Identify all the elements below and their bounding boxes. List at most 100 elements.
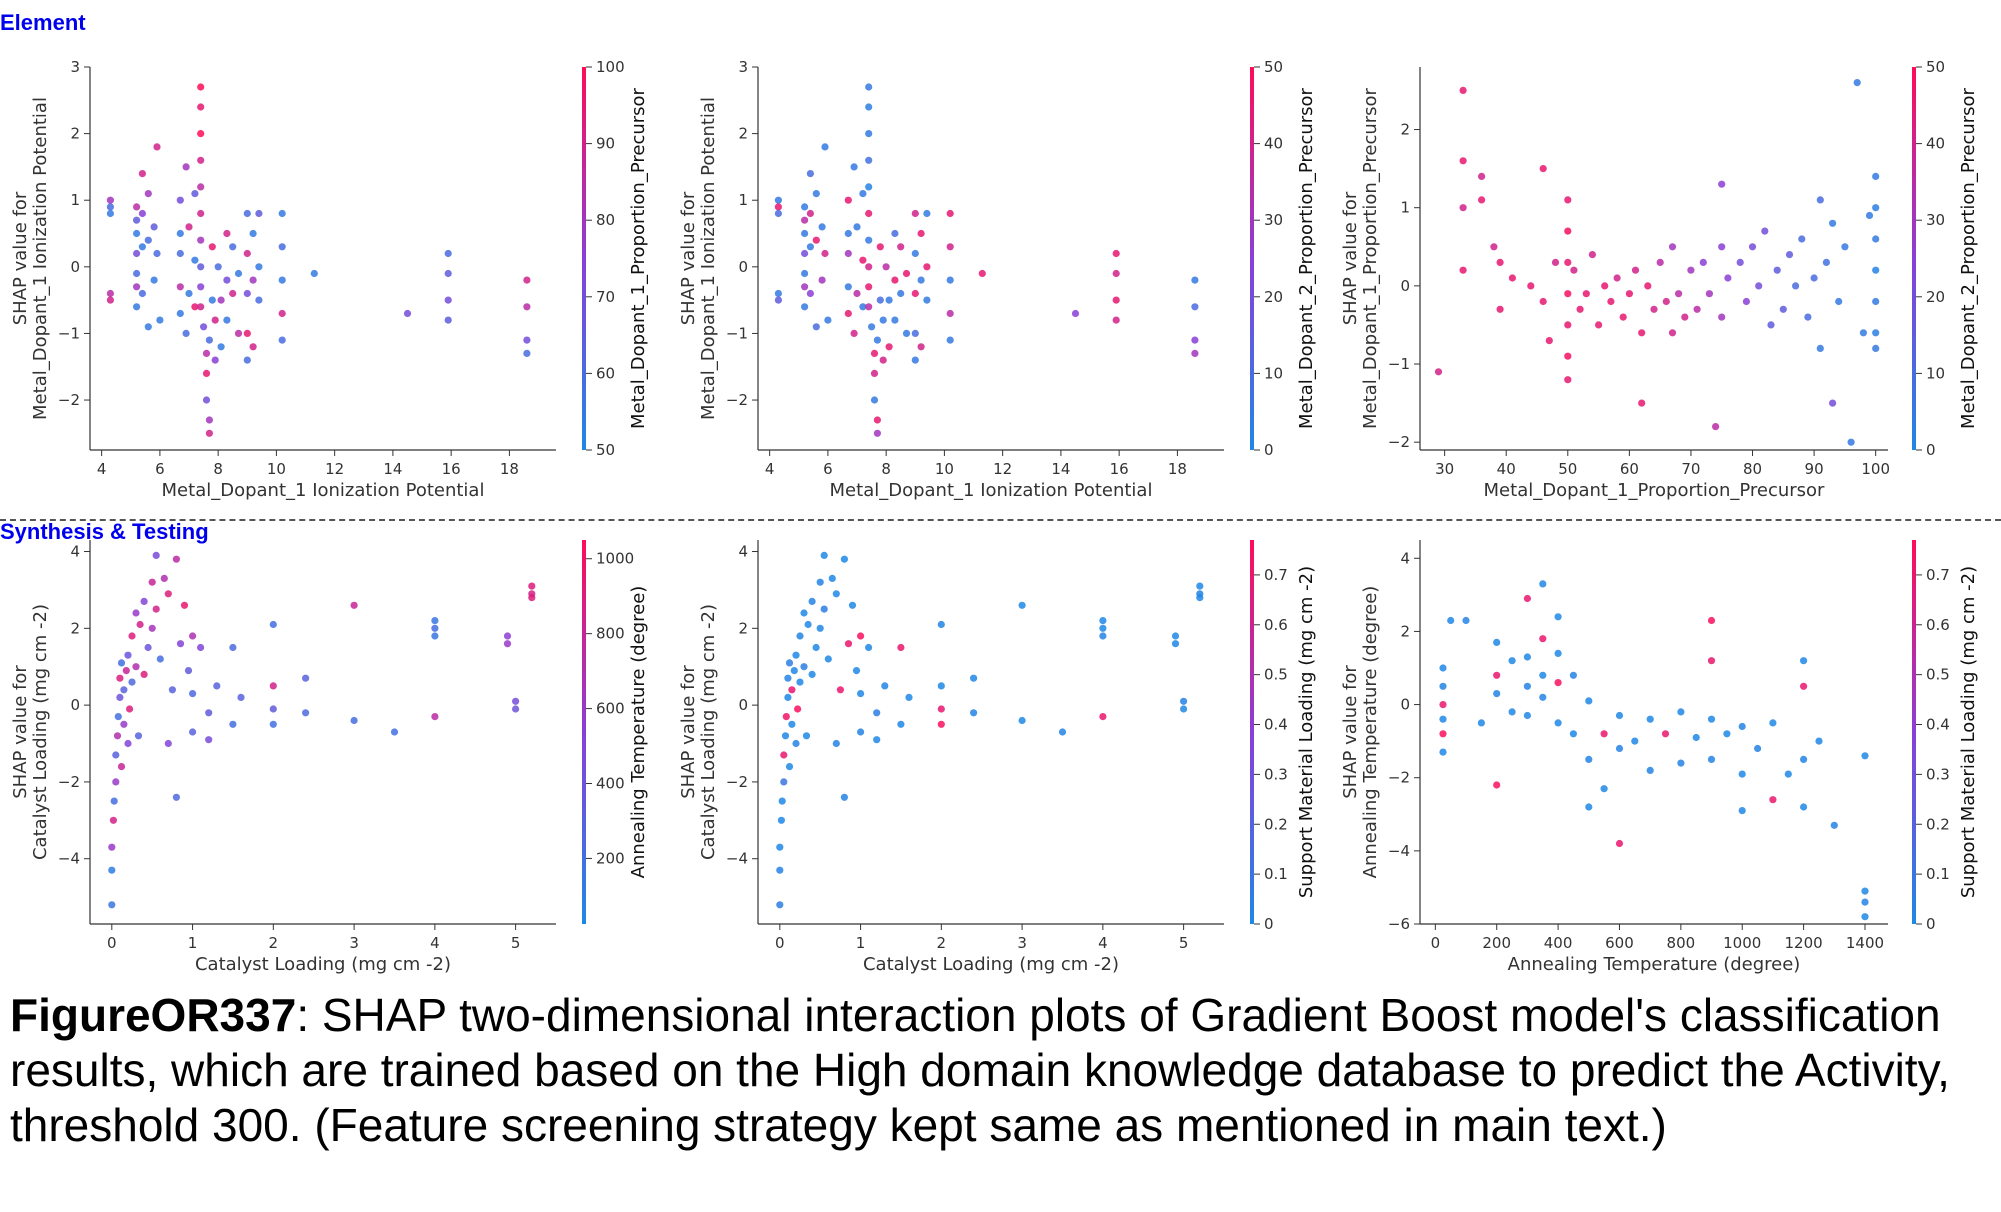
colorbar-tick-label: 0.2	[1264, 815, 1288, 833]
x-tick-label: 60	[1620, 460, 1639, 478]
x-tick-label: 200	[1482, 934, 1511, 952]
x-tick-label: 4	[97, 460, 107, 478]
data-point	[844, 640, 853, 648]
data-point	[1439, 748, 1447, 756]
data-point	[1508, 708, 1516, 716]
data-point	[1800, 803, 1808, 811]
data-point	[1112, 316, 1120, 324]
data-point	[202, 349, 211, 357]
colorbar-tick-label: 0	[1926, 441, 1936, 459]
data-point	[897, 243, 905, 251]
data-point	[191, 303, 199, 311]
data-point	[197, 83, 205, 91]
data-point	[138, 289, 146, 298]
data-point	[897, 720, 905, 728]
data-point	[881, 682, 889, 690]
data-point	[821, 249, 829, 258]
data-point	[1439, 701, 1447, 709]
data-point	[897, 289, 905, 298]
x-tick-label: 4	[1098, 934, 1108, 952]
data-point	[1439, 682, 1447, 690]
data-point	[503, 640, 512, 648]
data-point	[1539, 635, 1547, 643]
data-point	[1496, 305, 1504, 313]
data-point	[970, 674, 978, 682]
data-point	[818, 223, 826, 231]
data-point	[511, 705, 520, 713]
data-point	[806, 170, 815, 178]
data-point	[205, 709, 213, 717]
data-point	[1564, 290, 1572, 298]
colorbar-tick-label: 0.4	[1264, 716, 1288, 734]
data-point	[832, 590, 840, 598]
x-axis-label: Metal_Dopant_1 Ionization Potential	[162, 480, 485, 501]
data-point	[870, 369, 879, 377]
data-point	[1625, 290, 1633, 298]
y-axis-label: SHAP value for	[1340, 665, 1361, 799]
data-point	[1595, 321, 1603, 329]
data-point	[1539, 693, 1547, 701]
data-point	[133, 249, 141, 258]
data-point	[229, 643, 237, 652]
data-point	[844, 229, 852, 238]
data-point	[197, 303, 205, 311]
x-tick-label: 0	[107, 934, 117, 952]
section-label-synthesis-testing: Synthesis & Testing	[0, 519, 209, 544]
data-point	[865, 83, 873, 91]
y-tick-label: 2	[738, 125, 748, 143]
colorbar-tick-label: 0.6	[1926, 616, 1950, 634]
data-point	[1615, 839, 1624, 848]
data-point	[1681, 313, 1689, 321]
data-point	[128, 678, 136, 686]
data-point	[923, 209, 931, 218]
data-point	[197, 283, 205, 291]
y-tick-label: −4	[726, 850, 748, 868]
data-point	[223, 276, 231, 284]
data-point	[138, 209, 146, 218]
colorbar-label: Metal_Dopant_1_Proportion_Precursor	[628, 87, 649, 429]
data-point	[278, 276, 286, 284]
data-point	[249, 229, 257, 238]
data-point	[168, 686, 176, 694]
data-point	[821, 143, 829, 151]
data-point	[859, 303, 867, 311]
data-point	[1196, 582, 1204, 590]
data-point	[865, 303, 873, 311]
data-point	[808, 670, 816, 679]
data-point	[902, 269, 911, 278]
data-point	[1539, 580, 1547, 588]
data-point	[780, 778, 788, 786]
colorbar-tick-label: 60	[596, 364, 615, 382]
data-point	[800, 609, 808, 617]
data-point	[1800, 657, 1808, 665]
data-point	[197, 130, 205, 138]
y-tick-label: 1	[70, 191, 80, 209]
data-point	[937, 682, 945, 690]
data-point	[255, 263, 263, 271]
colorbar-tick-label: 50	[1926, 58, 1945, 76]
data-point	[1564, 196, 1572, 204]
y-tick-label: 0	[738, 696, 748, 714]
data-point	[911, 356, 919, 364]
x-tick-label: 400	[1544, 934, 1573, 952]
data-point	[774, 196, 783, 204]
data-point	[1677, 708, 1685, 716]
data-point	[818, 276, 826, 284]
colorbar-tick-label: 600	[596, 700, 625, 718]
colorbar	[582, 67, 586, 450]
data-point	[820, 605, 828, 613]
data-point	[213, 682, 221, 690]
data-point	[211, 316, 219, 324]
x-axis-label: Catalyst Loading (mg cm -2)	[863, 954, 1119, 975]
data-point	[117, 763, 126, 771]
data-point	[1018, 716, 1026, 725]
data-point	[1523, 682, 1531, 690]
data-point	[844, 249, 852, 258]
data-point	[106, 296, 114, 304]
data-point	[243, 289, 251, 298]
data-point	[790, 667, 798, 675]
data-point	[1099, 624, 1107, 632]
data-point	[150, 223, 158, 231]
data-point	[1490, 243, 1498, 251]
data-point	[1792, 282, 1800, 290]
